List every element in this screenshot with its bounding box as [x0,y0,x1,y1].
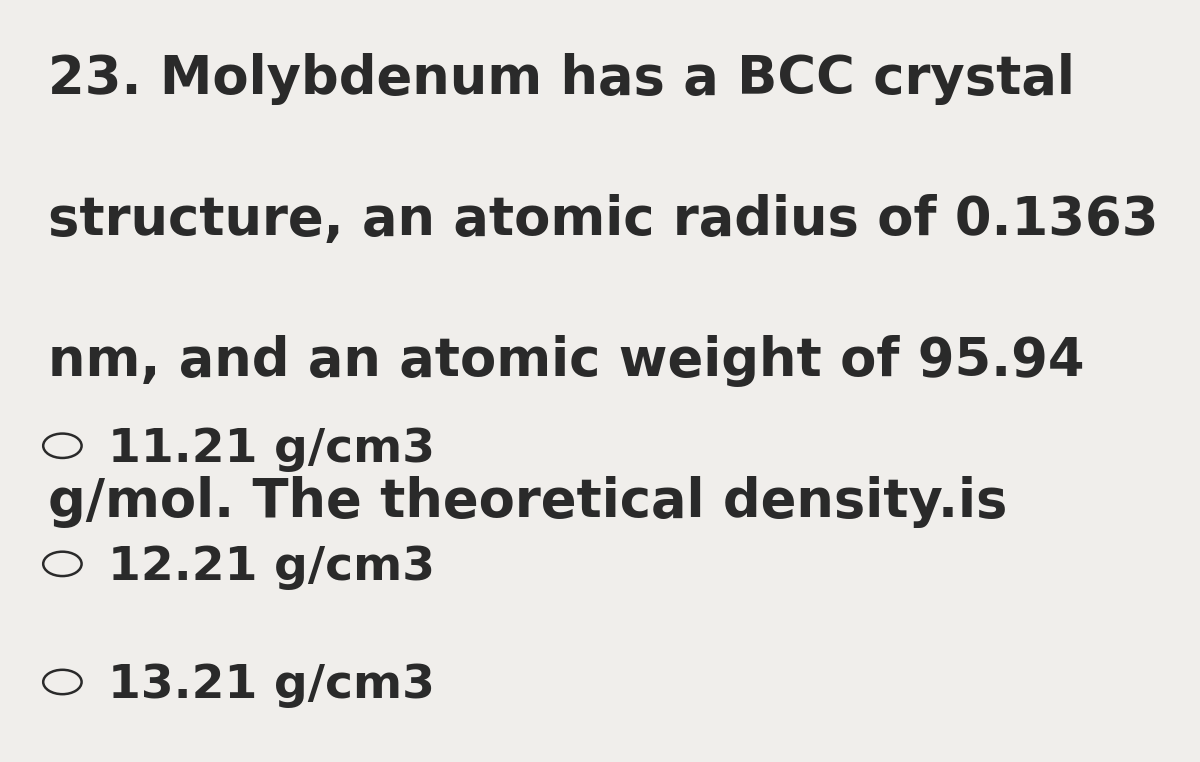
Text: 13.21 g/cm3: 13.21 g/cm3 [108,663,434,708]
Text: nm, and an atomic weight of 95.94: nm, and an atomic weight of 95.94 [48,335,1085,387]
Text: 23. Molybdenum has a BCC crystal: 23. Molybdenum has a BCC crystal [48,53,1075,105]
Text: structure, an atomic radius of 0.1363: structure, an atomic radius of 0.1363 [48,194,1158,246]
Text: g/mol. The theoretical density.is: g/mol. The theoretical density.is [48,476,1007,528]
Text: 12.21 g/cm3: 12.21 g/cm3 [108,545,436,590]
Text: 11.21 g/cm3: 11.21 g/cm3 [108,427,436,472]
